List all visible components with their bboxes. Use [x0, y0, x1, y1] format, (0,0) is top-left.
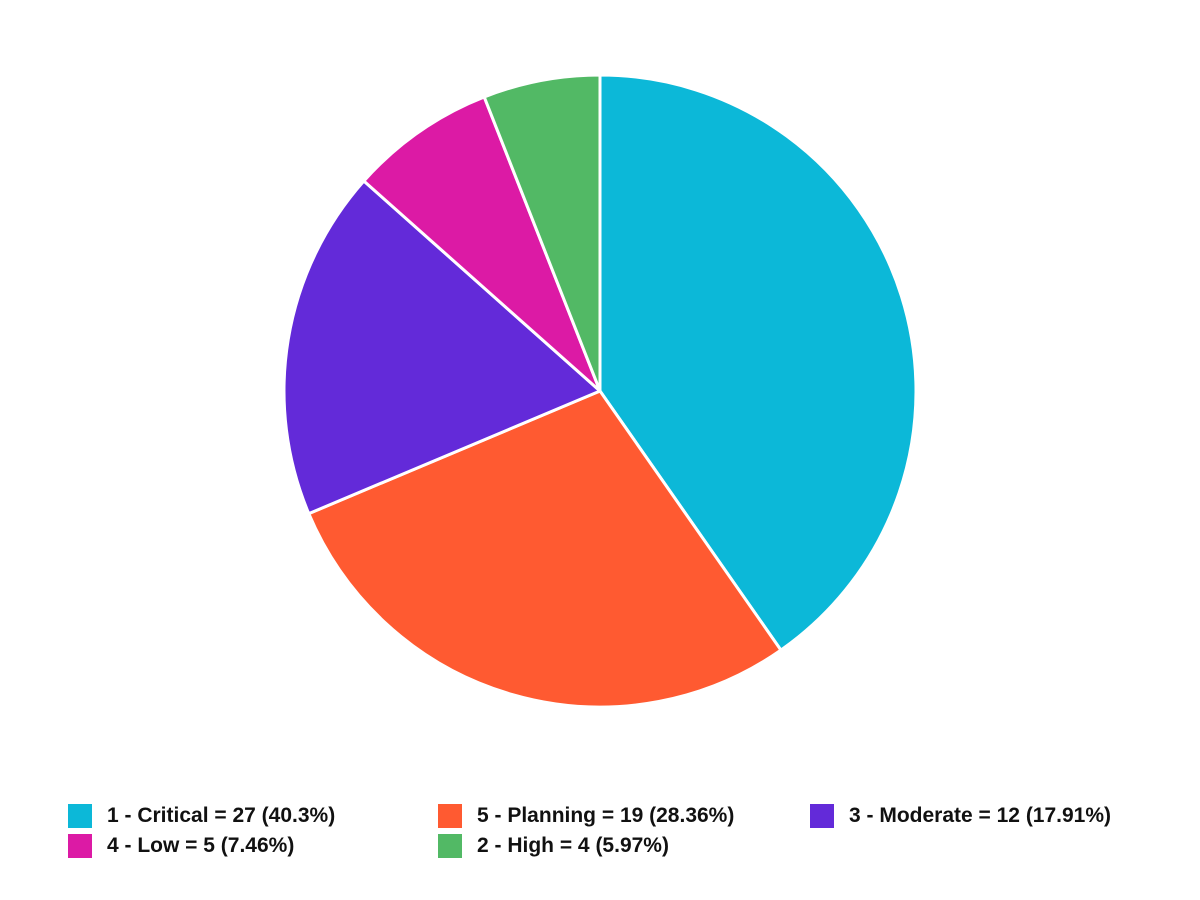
legend-label-critical: 1 - Critical = 27 (40.3%): [107, 804, 336, 827]
pie-chart: [282, 73, 918, 709]
legend-item-low[interactable]: 4 - Low = 5 (7.46%): [68, 831, 294, 861]
legend-label-planning: 5 - Planning = 19 (28.36%): [477, 804, 735, 827]
pie-slice-high[interactable]: [482, 73, 602, 393]
legend-item-planning[interactable]: 5 - Planning = 19 (28.36%): [438, 801, 734, 831]
pie-slice-moderate[interactable]: [282, 179, 602, 516]
legend-swatch-critical: [68, 804, 92, 828]
legend-item-moderate[interactable]: 3 - Moderate = 12 (17.91%): [810, 801, 1111, 831]
legend-swatch-planning: [438, 804, 462, 828]
legend-label-low: 4 - Low = 5 (7.46%): [107, 834, 295, 857]
legend-swatch-high: [438, 834, 462, 858]
pie-slice-planning[interactable]: [307, 389, 783, 709]
legend-row-2: 4 - Low = 5 (7.46%) 2 - High = 4 (5.97%): [68, 831, 1188, 861]
legend-item-high[interactable]: 2 - High = 4 (5.97%): [438, 831, 669, 861]
legend-swatch-low: [68, 834, 92, 858]
legend-label-high: 2 - High = 4 (5.97%): [477, 834, 669, 857]
chart-legend: 1 - Critical = 27 (40.3%) 5 - Planning =…: [68, 801, 1188, 861]
legend-row-1: 1 - Critical = 27 (40.3%) 5 - Planning =…: [68, 801, 1188, 831]
pie-slice-critical[interactable]: [598, 73, 918, 652]
legend-label-moderate: 3 - Moderate = 12 (17.91%): [849, 804, 1112, 827]
legend-item-critical[interactable]: 1 - Critical = 27 (40.3%): [68, 801, 335, 831]
legend-swatch-moderate: [810, 804, 834, 828]
pie-slice-low[interactable]: [362, 95, 602, 393]
pie-slices: [282, 73, 918, 709]
